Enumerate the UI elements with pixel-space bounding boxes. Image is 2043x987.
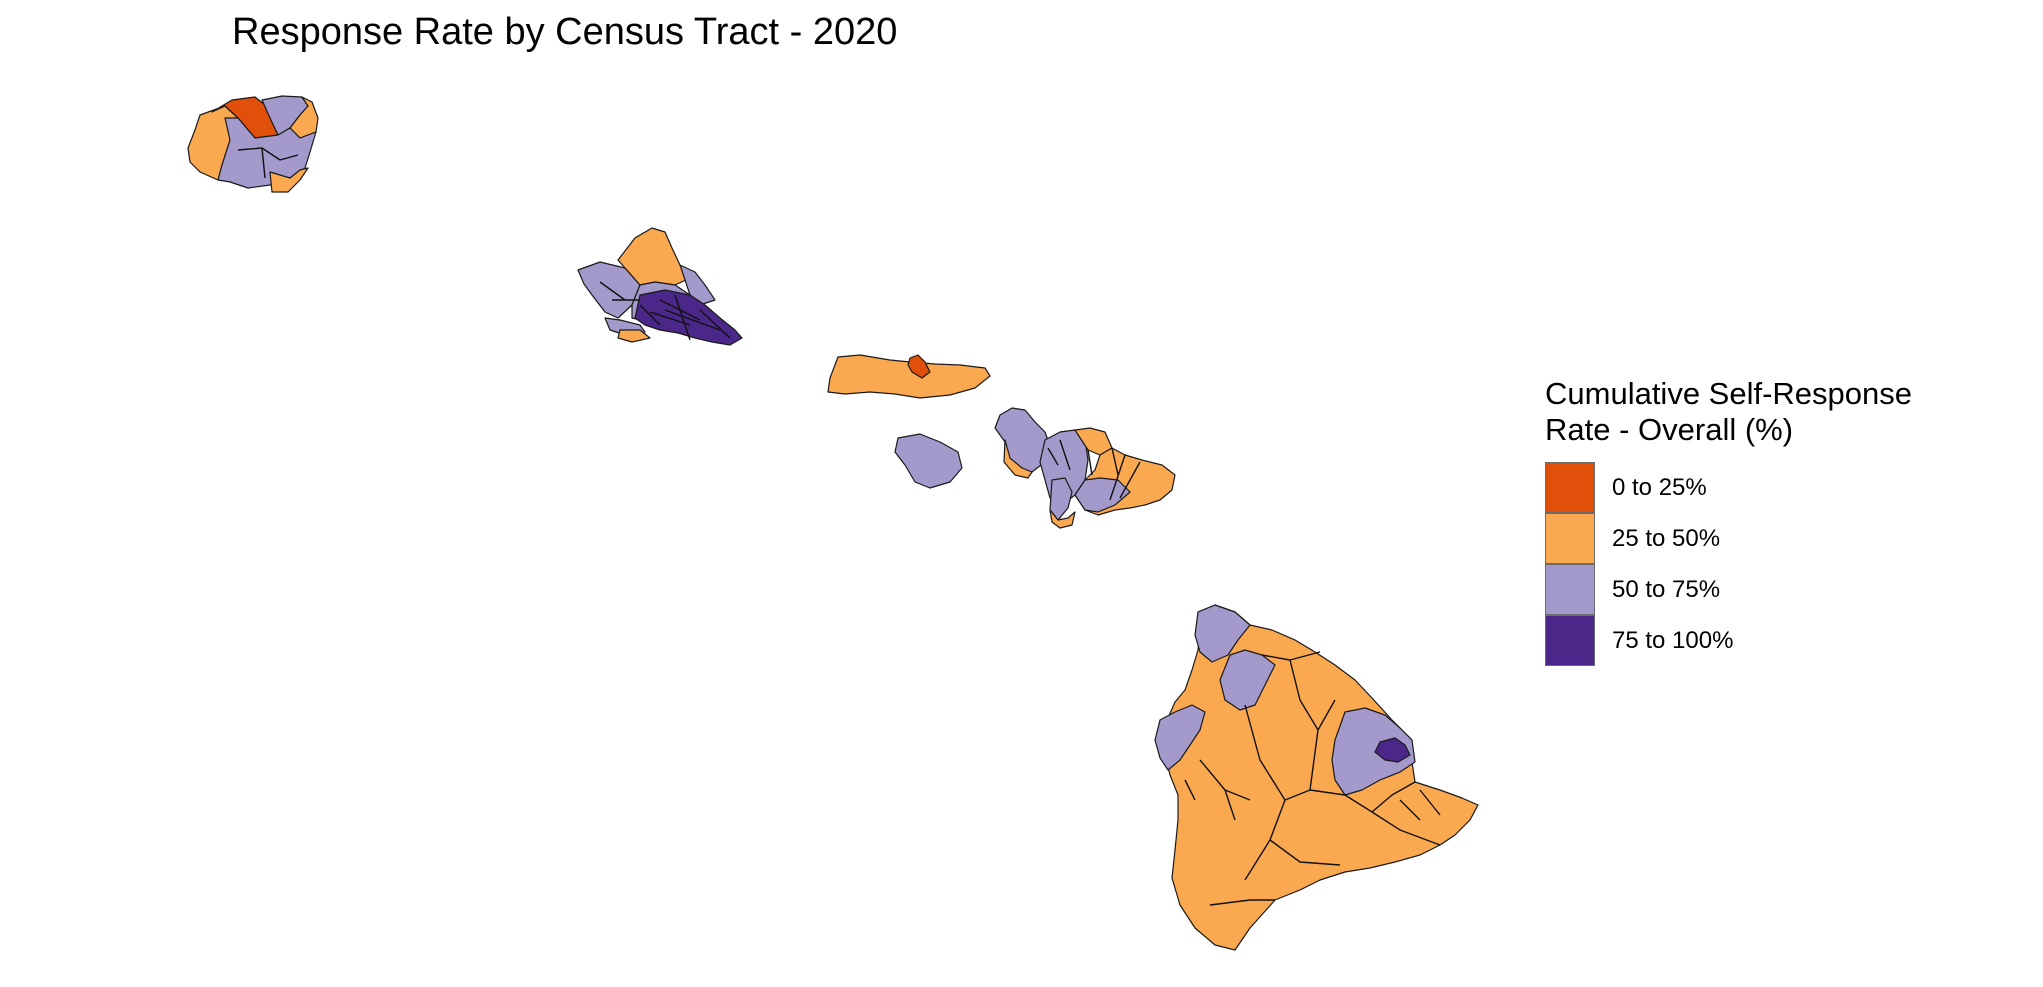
tract-maui-lahaina xyxy=(1003,439,1033,479)
island-lanai xyxy=(894,433,963,489)
tract-line xyxy=(1184,651,1441,906)
legend-item: 50 to 75% xyxy=(1545,564,2005,615)
tract-line xyxy=(599,281,731,341)
legend-label: 75 to 100% xyxy=(1612,626,1734,654)
legend-title-line-1: Cumulative Self-Response xyxy=(1545,376,1913,411)
legend-items: 0 to 25% 25 to 50% 50 to 75% 75 to 100% xyxy=(1545,462,2005,666)
legend-item: 75 to 100% xyxy=(1545,615,2005,666)
legend-title: Cumulative Self-Response Rate - Overall … xyxy=(1545,376,2005,448)
tract-hawaii-kohala xyxy=(1194,604,1251,663)
tract-hawaii-kona-north xyxy=(1154,704,1206,771)
tract-line xyxy=(237,147,299,179)
island-molokai xyxy=(827,354,991,399)
tract-kauai-south xyxy=(269,167,309,193)
tract-oahu-west xyxy=(577,261,641,319)
legend-item: 25 to 50% xyxy=(1545,513,2005,564)
chart-title: Response Rate by Census Tract - 2020 xyxy=(232,11,898,53)
legend-swatch-75-100 xyxy=(1545,615,1595,666)
legend-swatch-50-75 xyxy=(1545,564,1595,615)
tract-kauai-central xyxy=(217,117,317,189)
legend-title-line-2: Rate - Overall (%) xyxy=(1545,412,1794,447)
legend: Cumulative Self-Response Rate - Overall … xyxy=(1545,376,2005,666)
legend-swatch-0-25 xyxy=(1545,462,1595,513)
tract-maui-south xyxy=(1049,509,1076,529)
tract-line xyxy=(1047,439,1141,501)
tract-oahu-ewa xyxy=(617,329,651,343)
island-hawaii xyxy=(1154,604,1479,951)
island-kauai xyxy=(187,95,319,193)
island-maui xyxy=(994,407,1176,529)
tract-oahu-honolulu xyxy=(634,289,743,346)
tract-hawaii-waimea xyxy=(1219,649,1276,711)
legend-label: 50 to 75% xyxy=(1612,575,1721,603)
tract-molokai-kalaupapa xyxy=(907,354,931,379)
legend-item: 0 to 25% xyxy=(1545,462,2005,513)
tract-hawaii-hilo-downtown xyxy=(1374,737,1411,763)
legend-label: 0 to 25% xyxy=(1612,473,1707,501)
tract-maui-upcountry xyxy=(1074,477,1131,513)
island-oahu xyxy=(577,227,743,346)
tract-molokai xyxy=(827,354,991,399)
legend-swatch-25-50 xyxy=(1545,513,1595,564)
tract-hawaii-hilo xyxy=(1331,707,1416,796)
legend-label: 25 to 50% xyxy=(1612,524,1721,552)
